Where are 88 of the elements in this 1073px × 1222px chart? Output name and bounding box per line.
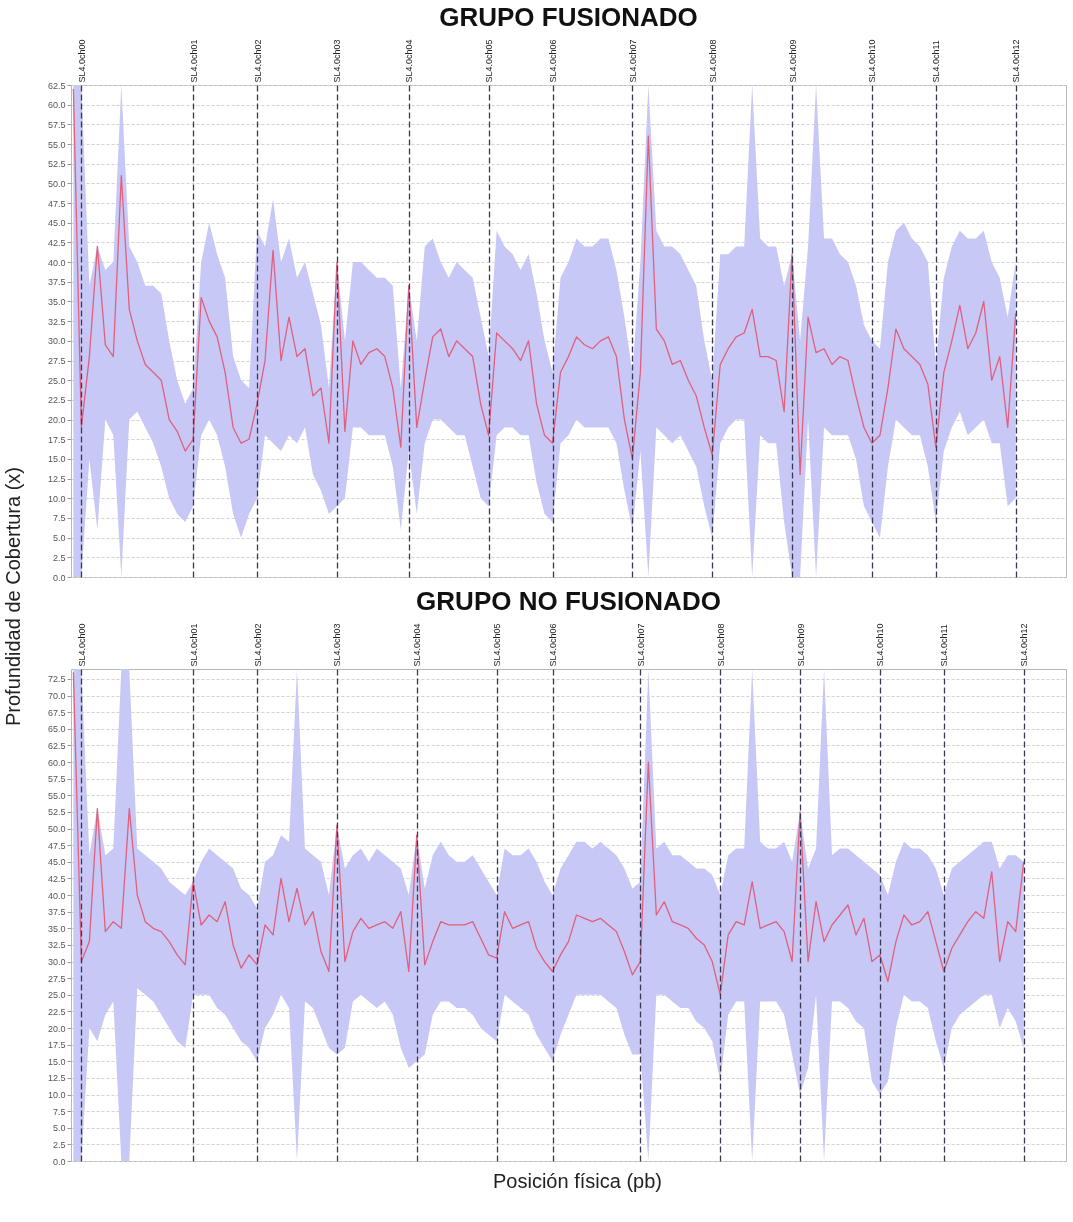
y-tick-label: 47.5: [47, 198, 66, 209]
y-tick-label: 2.5: [52, 1139, 66, 1150]
y-tick-label: 70.0: [47, 691, 66, 702]
x-tick-label: SL4.0ch04: [404, 39, 415, 83]
y-tick-label: 12.5: [47, 474, 66, 485]
y-tick-label: 52.5: [47, 807, 66, 818]
x-tick-label: SL4.0ch05: [484, 39, 495, 83]
y-tick-label: 7.5: [52, 1106, 66, 1117]
x-tick-label: SL4.0ch07: [635, 623, 646, 667]
y-tick-label: 60.0: [47, 100, 66, 111]
y-tick-label: 40.0: [47, 890, 66, 901]
x-tick-label: SL4.0ch00: [76, 39, 87, 83]
x-tick-label: SL4.0ch11: [939, 624, 950, 667]
x-tick-label: SL4.0ch11: [931, 40, 942, 83]
y-tick-label: 17.5: [47, 434, 66, 445]
x-tick-label: SL4.0ch03: [332, 623, 343, 667]
y-tick-label: 0.0: [52, 1156, 66, 1167]
y-tick-label: 22.5: [47, 1006, 66, 1017]
x-tick-label: SL4.0ch09: [787, 39, 798, 83]
line-series: [72, 88, 1017, 476]
x-tick-label: SL4.0ch04: [412, 623, 423, 667]
x-axis-title: Posición física (pb): [492, 1170, 663, 1193]
y-tick-label: 42.5: [47, 237, 66, 248]
x-tick-label: SL4.0ch01: [188, 623, 199, 667]
x-tick-label: SL4.0ch05: [492, 623, 503, 667]
x-tick-label: SL4.0ch09: [795, 623, 806, 667]
x-tick-label: SL4.0ch06: [548, 623, 559, 667]
y-tick-label: 35.0: [47, 296, 66, 307]
y-tick-label: 12.5: [47, 1073, 66, 1084]
y-tick-label: 45.0: [47, 218, 66, 229]
x-tick-label: SL4.0ch10: [875, 623, 886, 667]
x-tick-label: SL4.0ch08: [707, 39, 718, 83]
y-tick-label: 62.5: [47, 80, 66, 91]
y-tick-label: 30.0: [47, 957, 66, 968]
y-tick-label: 50.0: [47, 178, 66, 189]
chart-title: GRUPO FUSIONADO: [439, 1, 698, 32]
y-tick-label: 5.0: [52, 533, 66, 544]
y-tick-label: 10.0: [47, 1090, 66, 1101]
x-tick-label: SL4.0ch12: [1011, 39, 1022, 83]
y-tick-label: 22.5: [47, 395, 66, 406]
y-tick-label: 32.5: [47, 940, 66, 951]
y-tick-label: 25.0: [47, 375, 66, 386]
y-tick-label: 62.5: [47, 740, 66, 751]
y-tick-label: 2.5: [52, 552, 66, 563]
y-tick-label: 47.5: [47, 840, 66, 851]
x-tick-label: SL4.0ch03: [332, 39, 343, 83]
y-tick-label: 35.0: [47, 923, 66, 934]
y-tick-label: 57.5: [47, 774, 66, 785]
y-tick-label: 55.0: [47, 139, 66, 150]
y-tick-label: 60.0: [47, 757, 66, 768]
y-tick-label: 15.0: [47, 1056, 66, 1067]
line-series: [72, 671, 1025, 996]
y-tick-label: 17.5: [47, 1040, 66, 1051]
y-tick-label: 50.0: [47, 824, 66, 835]
x-tick-label: SL4.0ch02: [252, 39, 263, 83]
y-axis-title: Profundidad de Cobertura (x): [2, 466, 25, 729]
y-tick-label: 65.0: [47, 724, 66, 735]
y-tick-label: 15.0: [47, 454, 66, 465]
y-tick-label: 25.0: [47, 990, 66, 1001]
y-tick-label: 57.5: [47, 119, 66, 130]
y-tick-label: 42.5: [47, 873, 66, 884]
y-tick-label: 52.5: [47, 159, 66, 170]
x-tick-label: SL4.0ch07: [627, 39, 638, 83]
y-tick-label: 20.0: [47, 415, 66, 426]
x-tick-label: SL4.0ch12: [1019, 623, 1030, 667]
y-tick-label: 32.5: [47, 316, 66, 327]
y-tick-label: 45.0: [47, 857, 66, 868]
y-tick-label: 30.0: [47, 336, 66, 347]
y-tick-label: 7.5: [52, 513, 66, 524]
x-tick-label: SL4.0ch06: [548, 39, 559, 83]
y-tick-label: 20.0: [47, 1023, 66, 1034]
y-tick-label: 55.0: [47, 790, 66, 801]
y-tick-label: 27.5: [47, 356, 66, 367]
y-tick-label: 72.5: [47, 674, 66, 685]
x-tick-label: SL4.0ch08: [715, 623, 726, 667]
y-tick-label: 40.0: [47, 257, 66, 268]
chart-title: GRUPO NO FUSIONADO: [416, 585, 721, 616]
x-tick-label: SL4.0ch01: [188, 39, 199, 83]
y-tick-label: 37.5: [47, 277, 66, 288]
x-tick-label: SL4.0ch00: [76, 623, 87, 667]
y-tick-label: 37.5: [47, 907, 66, 918]
y-tick-label: 10.0: [47, 493, 66, 504]
y-tick-label: 5.0: [52, 1123, 66, 1134]
y-tick-label: 0.0: [52, 572, 66, 583]
y-tick-label: 27.5: [47, 973, 66, 984]
y-tick-label: 67.5: [47, 707, 66, 718]
x-tick-label: SL4.0ch10: [867, 39, 878, 83]
x-tick-label: SL4.0ch02: [252, 623, 263, 667]
